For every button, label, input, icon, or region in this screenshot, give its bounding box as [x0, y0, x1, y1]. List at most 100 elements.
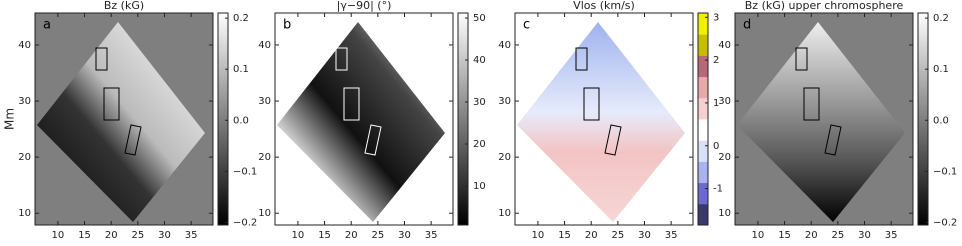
colorbar-tick-label: 20	[473, 139, 486, 150]
y-tick-label: 10	[258, 208, 271, 219]
y-tick-label: 40	[258, 40, 271, 51]
colorbar-segment	[698, 203, 708, 226]
x-tick-label: 15	[778, 230, 791, 241]
map-image	[737, 22, 905, 222]
colorbar-segment	[698, 182, 708, 205]
panel-title: Bz (kG) upper chromosphere	[745, 0, 904, 12]
colorbar-segment	[698, 34, 708, 56]
panel-title: Vlos (km/s)	[573, 0, 635, 12]
plot-frame	[34, 12, 214, 226]
x-tick-label: 20	[585, 230, 598, 241]
y-tick-label: 40	[718, 40, 731, 51]
map-image	[277, 22, 445, 222]
region-box	[604, 124, 622, 156]
y-tick-label: 40	[498, 40, 511, 51]
y-tick-label: 10	[718, 208, 731, 219]
colorbar-segment	[698, 55, 708, 78]
plot-frame	[514, 12, 694, 226]
x-tick-label: 20	[105, 230, 118, 241]
region-box	[364, 124, 382, 156]
colorbar-tick-label: 0.2	[233, 13, 249, 24]
region-box	[795, 47, 808, 71]
panel-title: |γ−90| (°)	[337, 0, 392, 12]
y-tick-label: 40	[18, 40, 31, 51]
colorbar-tick-label: −0.1	[233, 166, 257, 177]
y-tick-label: 30	[718, 96, 731, 107]
region-box	[95, 47, 108, 71]
x-tick-label: 10	[52, 230, 65, 241]
x-tick-label: 15	[318, 230, 331, 241]
region-box	[124, 124, 142, 156]
colorbar	[918, 13, 928, 225]
colorbar-frame	[217, 12, 229, 226]
colorbar-segment	[698, 161, 708, 184]
y-tick-label: 20	[718, 152, 731, 163]
plot-frame	[734, 12, 914, 226]
panel: b |γ−90| (°) 10 15 20 25 30 35 10 20 30 40 10 20 30 40 5…	[258, 0, 485, 241]
panel: d Bz (kG) upper chromosphere 10 15 20 25 30 35 1…	[718, 0, 957, 241]
colorbar-tick-label: 1	[713, 98, 719, 109]
colorbar-tick-label: 30	[473, 97, 486, 108]
x-tick-label: 15	[558, 230, 571, 241]
x-tick-label: 10	[752, 230, 765, 241]
x-tick-label: 30	[158, 230, 171, 241]
x-tick-label: 25	[611, 230, 624, 241]
panel-letter: d	[743, 18, 751, 33]
region-box	[803, 87, 820, 121]
x-tick-label: 35	[425, 230, 438, 241]
colorbar-tick-label: 50	[473, 13, 486, 24]
y-axis-label: Mm	[3, 108, 17, 130]
plot-frame	[274, 12, 454, 226]
panel-letter: b	[283, 18, 291, 33]
region-box	[583, 87, 600, 121]
colorbar	[218, 13, 228, 225]
colorbar-tick-label: −0.1	[933, 166, 957, 177]
region-box	[824, 124, 842, 156]
region-box	[575, 47, 588, 71]
colorbar-tick-label: −0.2	[233, 217, 257, 228]
x-tick-label: 30	[398, 230, 411, 241]
y-tick-label: 30	[18, 96, 31, 107]
colorbar-tick-label: 0.0	[933, 115, 949, 126]
colorbar-tick-label: -1	[713, 184, 723, 195]
x-tick-label: 25	[131, 230, 144, 241]
x-tick-label: 30	[858, 230, 871, 241]
colorbar-tick-label: 0	[713, 141, 719, 152]
colorbar-segment	[698, 140, 708, 162]
colorbar-segment	[698, 97, 708, 120]
colorbar-tick-label: 2	[713, 55, 719, 66]
colorbar-tick-label: −0.2	[933, 217, 957, 228]
panel: c Vlos (km/s) 10 15 20 25 30 35 10 20 30 40 -1 0 1 2 3	[498, 0, 723, 241]
colorbar-tick-label: 10	[473, 181, 486, 192]
x-tick-label: 25	[831, 230, 844, 241]
x-tick-label: 25	[371, 230, 384, 241]
y-tick-label: 20	[258, 152, 271, 163]
region-box	[343, 87, 360, 121]
x-tick-label: 35	[185, 230, 198, 241]
map-image	[517, 22, 685, 222]
x-tick-label: 15	[78, 230, 91, 241]
x-tick-label: 35	[665, 230, 678, 241]
x-tick-label: 20	[805, 230, 818, 241]
y-tick-label: 20	[18, 152, 31, 163]
x-tick-label: 10	[532, 230, 545, 241]
panel: a Bz (kG) Mm 10 15 20 25 30 35 10 20 30 40 −0.2 −0.1 0.…	[3, 0, 258, 241]
colorbar-tick-label: 0.2	[933, 13, 949, 24]
x-tick-label: 35	[885, 230, 898, 241]
colorbar-segment	[698, 119, 708, 141]
colorbar-frame	[917, 12, 929, 226]
y-tick-label: 30	[258, 96, 271, 107]
colorbar-tick-label: 0.0	[233, 115, 249, 126]
colorbar-segment	[698, 13, 708, 35]
colorbar-tick-label: 0.1	[933, 64, 949, 75]
x-tick-label: 20	[345, 230, 358, 241]
panel-letter: a	[43, 18, 51, 33]
colorbar-frame	[457, 12, 469, 226]
colorbar-tick-label: 0.1	[233, 64, 249, 75]
y-tick-label: 10	[18, 208, 31, 219]
region-box	[335, 47, 348, 71]
colorbar	[458, 13, 468, 225]
map-image	[37, 22, 205, 222]
region-box	[103, 87, 120, 121]
